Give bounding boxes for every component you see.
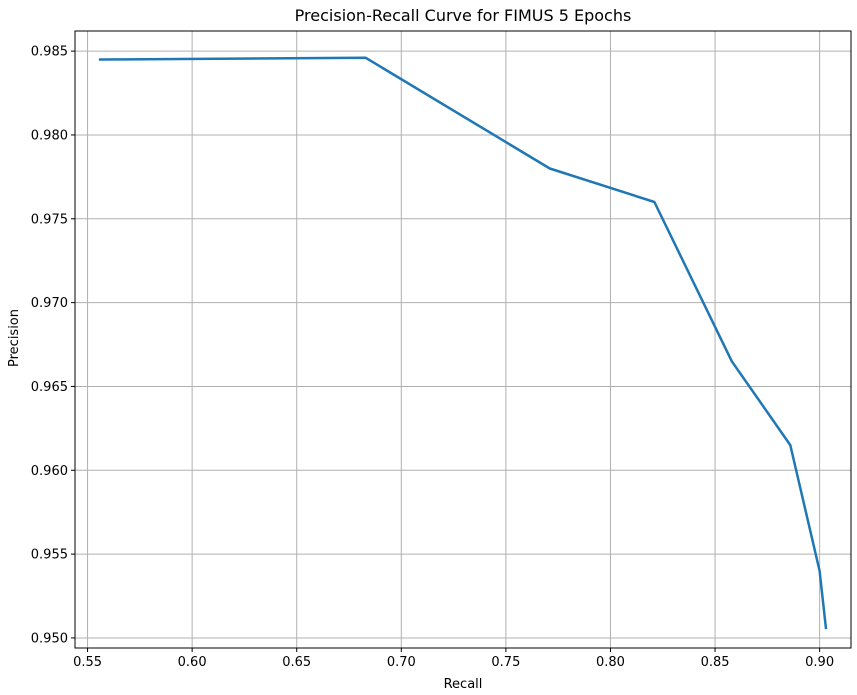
x-tick-label: 0.65 (282, 655, 311, 670)
y-tick-label: 0.970 (31, 296, 68, 311)
x-tick-label: 0.70 (387, 655, 416, 670)
y-tick-label: 0.965 (31, 380, 68, 395)
grid (75, 31, 851, 648)
y-tick-label: 0.980 (31, 128, 68, 143)
plot-frame (74, 30, 852, 649)
series-line-group (98, 56, 828, 630)
y-tick-label: 0.975 (31, 212, 68, 227)
x-tick-label: 0.85 (701, 655, 730, 670)
x-tick-label: 0.60 (178, 655, 207, 670)
x-axis-label: Recall (444, 677, 483, 692)
y-tick-label: 0.985 (31, 45, 68, 60)
y-tick-label: 0.950 (31, 631, 68, 646)
y-tick-label: 0.960 (31, 464, 68, 479)
x-tick-label: 0.75 (491, 655, 520, 670)
x-tick-label: 0.90 (805, 655, 834, 670)
chart-title: Precision-Recall Curve for FIMUS 5 Epoch… (295, 6, 632, 25)
y-axis-label: Precision (7, 309, 22, 367)
precision-recall-line (98, 56, 828, 630)
y-tick-label: 0.955 (31, 548, 68, 563)
x-axis-ticks: 0.55 0.60 0.65 0.70 0.75 0.80 0.85 0.90 (73, 648, 834, 670)
y-axis-ticks: 0.950 0.955 0.960 0.965 0.970 0.975 0.980 0.985 (31, 45, 75, 646)
x-tick-label: 0.55 (73, 655, 102, 670)
x-tick-label: 0.80 (596, 655, 625, 670)
